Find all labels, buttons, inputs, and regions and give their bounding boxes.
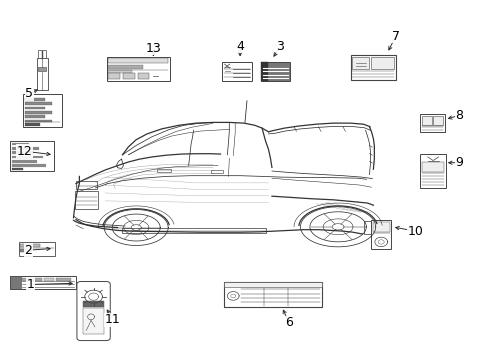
Bar	[20, 249, 32, 252]
Bar	[25, 107, 45, 109]
Bar	[12, 151, 33, 154]
Bar	[37, 58, 48, 90]
Bar	[10, 276, 76, 289]
Bar	[422, 116, 432, 125]
Bar	[56, 278, 71, 281]
Bar	[224, 282, 322, 307]
Text: 1: 1	[26, 278, 34, 291]
Bar	[25, 115, 45, 118]
Text: 11: 11	[105, 313, 121, 326]
Bar	[20, 244, 40, 247]
Bar	[108, 73, 120, 79]
Text: 13: 13	[146, 42, 161, 55]
Text: 2: 2	[24, 244, 32, 257]
Bar	[12, 156, 43, 158]
Bar	[83, 308, 104, 334]
Bar	[22, 278, 42, 281]
Bar	[75, 191, 98, 209]
Bar	[211, 170, 223, 173]
Bar	[19, 242, 55, 256]
Bar	[12, 147, 39, 150]
Bar	[122, 228, 266, 233]
Bar	[108, 58, 168, 63]
Bar	[108, 70, 132, 73]
Bar	[138, 73, 149, 79]
Text: 9: 9	[456, 156, 464, 169]
Bar	[10, 276, 21, 289]
Bar	[222, 62, 252, 81]
Bar	[12, 164, 46, 167]
Bar	[107, 57, 170, 81]
Bar	[12, 168, 23, 170]
Text: 8: 8	[456, 109, 464, 122]
Bar	[352, 57, 369, 69]
Text: 3: 3	[276, 40, 284, 53]
Bar	[25, 111, 52, 114]
Bar	[364, 221, 376, 234]
Bar	[23, 94, 62, 127]
Bar	[261, 62, 290, 81]
Bar	[25, 102, 52, 105]
Text: 7: 7	[392, 30, 400, 42]
Bar	[38, 67, 46, 71]
Bar	[420, 114, 445, 132]
Bar	[25, 98, 45, 101]
Text: 5: 5	[25, 87, 33, 100]
Bar	[25, 123, 40, 126]
FancyBboxPatch shape	[77, 282, 110, 341]
Bar	[44, 278, 54, 281]
Bar	[420, 154, 446, 188]
Bar	[422, 162, 444, 172]
Bar	[371, 57, 394, 69]
Bar	[157, 169, 171, 172]
Text: 12: 12	[17, 145, 32, 158]
Bar	[12, 143, 29, 145]
Bar	[261, 62, 268, 81]
Text: 4: 4	[236, 40, 244, 53]
Bar	[76, 181, 97, 189]
Bar	[224, 282, 322, 287]
Bar	[83, 301, 104, 307]
Bar	[433, 116, 443, 125]
Text: 10: 10	[408, 225, 423, 238]
Text: 6: 6	[285, 316, 293, 329]
Bar	[123, 73, 135, 79]
Bar	[25, 120, 52, 122]
Bar	[373, 222, 390, 232]
Bar	[371, 220, 391, 249]
Bar	[38, 50, 46, 58]
Bar	[10, 141, 54, 171]
Bar	[351, 55, 396, 80]
Bar	[12, 160, 37, 163]
Bar	[108, 65, 143, 69]
